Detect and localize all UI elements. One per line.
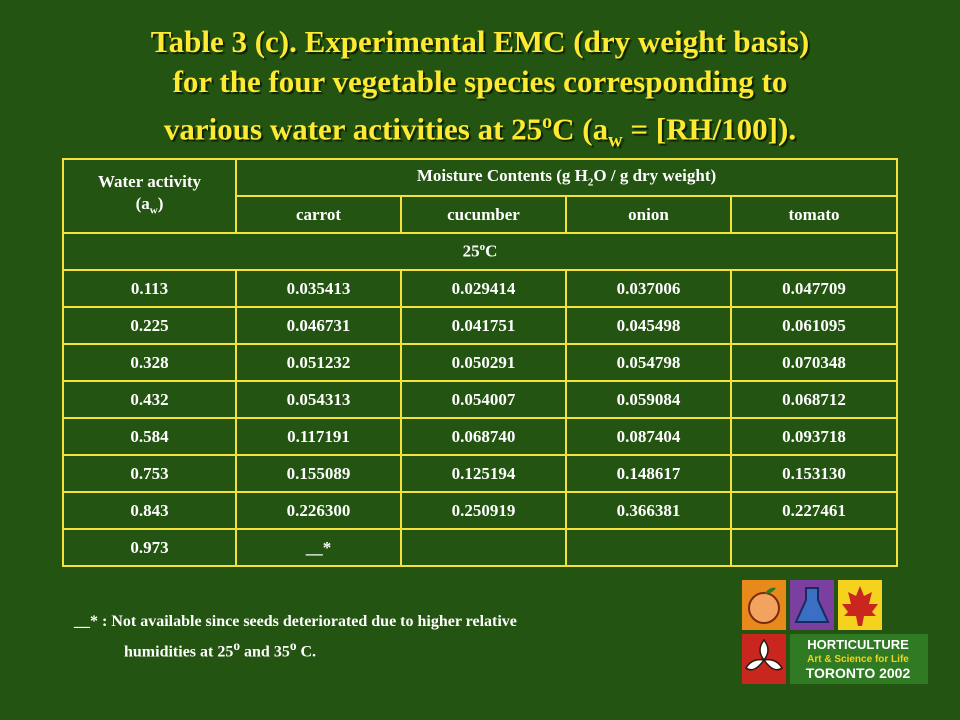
data-rows: 0.113 0.035413 0.029414 0.037006 0.047709 0.2…: [62, 269, 898, 567]
water-activity-header: Water activity (aw): [62, 158, 237, 234]
moisture-cell-tomato: 0.093718: [730, 417, 898, 456]
moisture-header-a: Moisture Contents (g H: [416, 166, 588, 186]
footnote-text-c: C.: [296, 643, 317, 661]
moisture-cell-carrot: 0.054313: [235, 380, 402, 419]
section-degree: o: [479, 241, 486, 254]
table-row: 0.328 0.051232 0.050291 0.054798 0.070348: [62, 343, 898, 382]
footnote-line-1: __* : Not available since seeds deterior…: [74, 613, 517, 630]
moisture-cell-carrot: __*: [235, 528, 402, 567]
moisture-cell-cucumber: 0.068740: [400, 417, 567, 456]
footnote-degree-2: o: [289, 638, 297, 653]
logo-word-toronto: TORONTO 2002: [806, 665, 911, 681]
moisture-cell-carrot: 0.046731: [235, 306, 402, 345]
title-line-3: various water activities at 25oC (aw = […: [20, 102, 940, 161]
species-header-cucumber: cucumber: [400, 195, 567, 234]
moisture-contents-header: Moisture Contents (g H2O / g dry weight): [235, 158, 898, 197]
table-row: 0.973 __*: [62, 528, 898, 567]
aw-header-c: ): [157, 193, 164, 213]
title-subscript-w: w: [608, 129, 623, 152]
footnote-degree-1: o: [233, 638, 241, 653]
moisture-cell-cucumber: 0.029414: [400, 269, 567, 308]
moisture-cell-tomato: 0.070348: [730, 343, 898, 382]
aw-header-a: (a: [135, 193, 150, 213]
moisture-cell-onion: 0.054798: [565, 343, 732, 382]
table-row: 0.843 0.226300 0.250919 0.366381 0.227461: [62, 491, 898, 530]
species-header-onion: onion: [565, 195, 732, 234]
moisture-header-b: O / g dry weight): [593, 166, 717, 186]
title-line-2: for the four vegetable species correspon…: [172, 64, 788, 99]
footnote-text-b: and 35: [240, 643, 290, 661]
moisture-cell-tomato: 0.227461: [730, 491, 898, 530]
moisture-cell-onion: 0.366381: [565, 491, 732, 530]
footnote-text-a: humidities at 25: [124, 643, 234, 661]
moisture-cell-tomato: 0.047709: [730, 269, 898, 308]
moisture-cell-carrot: 0.155089: [235, 454, 402, 493]
moisture-cell-cucumber: 0.125194: [400, 454, 567, 493]
moisture-cell-cucumber: 0.050291: [400, 343, 567, 382]
species-header-carrot: carrot: [235, 195, 402, 234]
peach-icon: [742, 580, 786, 630]
moisture-cell-cucumber: 0.250919: [400, 491, 567, 530]
species-header-row: carrot cucumber onion tomato: [63, 195, 898, 234]
moisture-cell-tomato: 0.153130: [730, 454, 898, 493]
moisture-cell-carrot: 0.051232: [235, 343, 402, 382]
maple-leaf-icon: [838, 580, 882, 630]
title-degree: o: [542, 111, 553, 133]
moisture-cell-tomato: 0.068712: [730, 380, 898, 419]
slide-title: Table 3 (c). Experimental EMC (dry weigh…: [20, 22, 940, 161]
table-row: 0.432 0.054313 0.054007 0.059084 0.068712: [62, 380, 898, 419]
table-row: 0.225 0.046731 0.041751 0.045498 0.061095: [62, 306, 898, 345]
footnote: __* : Not available since seeds deterior…: [74, 610, 694, 664]
water-activity-cell: 0.753: [62, 454, 237, 493]
moisture-cell-onion: 0.037006: [565, 269, 732, 308]
water-activity-cell: 0.843: [62, 491, 237, 530]
section-text-a: 25: [462, 241, 480, 261]
moisture-cell-tomato: 0.061095: [730, 306, 898, 345]
moisture-cell-carrot: 0.117191: [235, 417, 402, 456]
moisture-cell-cucumber: 0.054007: [400, 380, 567, 419]
moisture-cell-onion: 0.148617: [565, 454, 732, 493]
moisture-cell-onion: 0.087404: [565, 417, 732, 456]
horticulture-logo: HORTICULTURE Art & Science for Life TORO…: [742, 580, 928, 684]
table-row: 0.113 0.035413 0.029414 0.037006 0.047709: [62, 269, 898, 308]
trillium-icon: [742, 634, 786, 684]
temperature-section-label: 25oC: [62, 232, 898, 271]
logo-word-tagline: Art & Science for Life: [807, 654, 909, 665]
aw-header-sub: w: [149, 204, 158, 217]
water-activity-cell: 0.328: [62, 343, 237, 382]
section-row: 25oC: [62, 232, 898, 271]
header-row: Water activity (aw) Moisture Contents (g…: [62, 158, 898, 234]
title-line-3-text-c: = [RH/100]).: [622, 111, 797, 147]
table-row: 0.753 0.155089 0.125194 0.148617 0.153130: [62, 454, 898, 493]
moisture-cell-tomato: [730, 528, 898, 567]
flask-icon: [790, 580, 834, 630]
moisture-cell-cucumber: 0.041751: [400, 306, 567, 345]
title-line-1: Table 3 (c). Experimental EMC (dry weigh…: [150, 24, 810, 59]
moisture-cell-onion: [565, 528, 732, 567]
footnote-line-2: humidities at 25o and 35o C.: [74, 634, 694, 664]
logo-word-horticulture: HORTICULTURE: [807, 637, 909, 652]
moisture-cell-carrot: 0.035413: [235, 269, 402, 308]
moisture-cell-cucumber: [400, 528, 567, 567]
species-header-tomato: tomato: [730, 195, 898, 234]
water-activity-header-text: Water activity: [97, 171, 202, 191]
water-activity-cell: 0.973: [62, 528, 237, 567]
water-activity-cell: 0.225: [62, 306, 237, 345]
moisture-cell-onion: 0.045498: [565, 306, 732, 345]
water-activity-cell: 0.113: [62, 269, 237, 308]
emc-table: Water activity (aw) Moisture Contents (g…: [62, 158, 898, 567]
table-row: 0.584 0.117191 0.068740 0.087404 0.093718: [62, 417, 898, 456]
moisture-cell-onion: 0.059084: [565, 380, 732, 419]
water-activity-cell: 0.584: [62, 417, 237, 456]
section-text-b: C: [485, 241, 498, 261]
title-line-3-text-b: C (a: [552, 111, 609, 147]
moisture-cell-carrot: 0.226300: [235, 491, 402, 530]
title-line-3-text-a: various water activities at 25: [163, 111, 543, 147]
moisture-header-sub: 2: [587, 176, 594, 189]
water-activity-cell: 0.432: [62, 380, 237, 419]
